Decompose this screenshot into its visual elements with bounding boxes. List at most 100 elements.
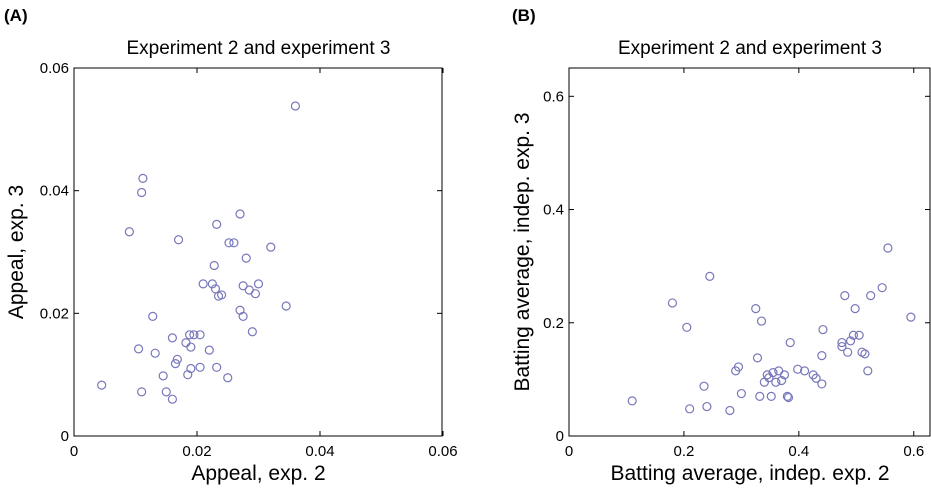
data-point-a-15	[181, 338, 191, 348]
data-point-a-28	[212, 362, 222, 372]
y-tick-label-a-0: 0	[61, 428, 69, 445]
data-point-b-44	[863, 366, 873, 376]
data-point-a-29	[212, 219, 222, 229]
data-point-b-45	[866, 290, 876, 301]
data-point-b-26	[785, 337, 795, 348]
y-axis-label-a: Appeal, exp. 3	[5, 185, 28, 319]
y-tick-label-a-2: 0.04	[40, 183, 69, 200]
data-point-a-11	[167, 394, 177, 404]
plot-frame-b	[568, 67, 931, 437]
data-point-a-45	[281, 301, 291, 311]
data-point-a-42	[250, 289, 261, 299]
data-point-b-1	[667, 298, 678, 308]
data-point-b-31	[817, 379, 827, 389]
data-point-a-32	[223, 373, 233, 383]
x-tick-label-a-2: 0.04	[305, 443, 334, 460]
data-point-a-24	[204, 345, 214, 355]
data-point-b-22	[777, 375, 787, 386]
data-point-b-36	[840, 290, 850, 301]
data-point-b-20	[771, 377, 781, 387]
data-point-a-19	[186, 363, 196, 374]
data-point-a-41	[247, 327, 257, 337]
chart-title-b: Experiment 2 and experiment 3	[618, 38, 882, 59]
data-point-a-13	[172, 354, 182, 364]
x-tick-label-b-2: 0.4	[788, 443, 809, 460]
data-point-a-37	[238, 281, 248, 291]
data-point-b-0	[627, 396, 637, 406]
data-point-b-14	[756, 316, 767, 326]
data-point-b-13	[755, 391, 765, 401]
data-point-a-43	[253, 279, 264, 289]
data-point-a-44	[266, 242, 276, 252]
y-tick-label-a-3: 0.06	[40, 60, 69, 77]
x-axis-label-a: Appeal, exp. 2	[191, 462, 325, 485]
y-tick-label-b-0: 0	[556, 428, 564, 445]
data-point-a-7	[150, 348, 160, 358]
data-point-b-34	[837, 337, 847, 348]
data-point-a-38	[238, 311, 248, 321]
data-point-a-2	[133, 344, 144, 354]
data-point-a-23	[198, 279, 208, 289]
data-point-a-35	[235, 209, 245, 219]
data-point-b-3	[685, 404, 695, 414]
scatter-panel-a: 0 0.02 0.04 0.06 0 0.02 0.04 0.06 Experiment 2 a…	[5, 38, 458, 485]
data-point-a-20	[189, 330, 199, 340]
data-point-a-18	[186, 342, 196, 352]
data-point-a-34	[229, 238, 239, 248]
chart-title-a: Experiment 2 and experiment 3	[126, 38, 390, 59]
data-point-b-10	[736, 388, 746, 399]
data-point-a-8	[158, 371, 168, 381]
data-point-b-5	[702, 401, 712, 412]
data-point-b-33	[818, 324, 828, 335]
data-point-a-6	[148, 311, 158, 321]
scatter-panel-b: 0 0.2 0.4 0.6 0 0.2 0.4 0.6 Experiment 2 and exp…	[511, 38, 931, 485]
data-point-b-19	[768, 367, 778, 378]
data-point-b-38	[845, 336, 856, 346]
panel-b-tag: (B)	[512, 6, 536, 25]
y-tick-label-b-1: 0.2	[543, 315, 564, 332]
y-axis-label-b: Batting average, indep. exp. 3	[511, 112, 534, 391]
data-point-a-3	[137, 187, 147, 198]
data-point-b-27	[793, 364, 803, 374]
data-point-a-10	[167, 333, 177, 343]
x-tick-label-b-1: 0.2	[673, 443, 694, 460]
data-point-b-18	[766, 391, 776, 401]
data-point-b-46	[877, 283, 887, 293]
data-point-a-14	[173, 235, 184, 245]
data-point-a-5	[137, 387, 147, 397]
x-tick-label-a-1: 0.02	[182, 443, 211, 460]
data-point-b-12	[752, 353, 763, 363]
y-tick-label-b-3: 0.6	[543, 88, 564, 105]
data-point-a-46	[290, 101, 300, 111]
data-point-a-21	[195, 330, 205, 340]
data-point-b-9	[733, 362, 744, 372]
x-tick-label-a-0: 0	[70, 443, 78, 460]
data-point-b-40	[850, 304, 860, 314]
data-point-a-26	[209, 260, 219, 271]
x-axis-label-b: Batting average, indep. exp. 2	[610, 462, 889, 485]
data-point-a-31	[217, 290, 227, 300]
data-point-b-39	[848, 330, 859, 340]
y-tick-label-b-2: 0.4	[543, 202, 564, 219]
data-point-b-32	[817, 351, 827, 361]
data-point-a-1	[124, 227, 134, 237]
data-point-b-25	[783, 392, 794, 403]
data-point-a-39	[241, 253, 251, 263]
data-point-b-23	[779, 370, 790, 380]
x-tick-label-a-3: 0.06	[428, 443, 457, 460]
data-point-a-25	[207, 279, 217, 289]
panel-a-tag: (A)	[4, 6, 28, 25]
data-point-a-12	[170, 359, 181, 369]
data-point-b-35	[837, 341, 847, 352]
x-tick-label-b-3: 0.6	[903, 443, 924, 460]
data-point-b-4	[699, 381, 709, 391]
data-point-b-48	[906, 312, 916, 322]
data-point-b-11	[751, 304, 761, 314]
data-point-a-17	[185, 330, 195, 340]
data-point-b-2	[682, 322, 692, 332]
data-point-a-22	[195, 362, 205, 372]
data-point-b-28	[799, 366, 810, 376]
data-point-b-47	[883, 243, 893, 253]
y-tick-label-a-1: 0.02	[40, 305, 69, 322]
